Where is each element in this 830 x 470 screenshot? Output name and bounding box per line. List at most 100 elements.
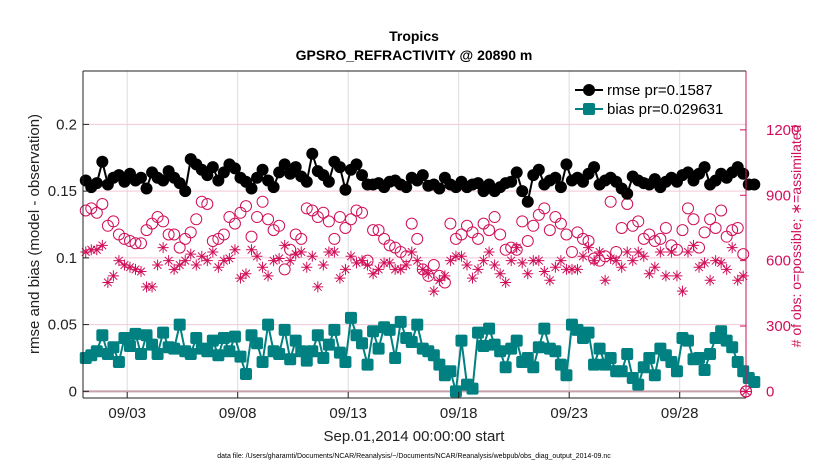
- bias-point: [322, 338, 335, 351]
- assimilated-point: [627, 255, 639, 267]
- possible-point: [726, 224, 739, 237]
- assimilated-point: [489, 259, 501, 271]
- bias-point: [234, 350, 247, 363]
- bias-point: [228, 330, 241, 343]
- possible-point: [405, 217, 418, 230]
- bias-point: [549, 345, 562, 358]
- series-rmse: [79, 147, 761, 208]
- bias-point: [112, 355, 125, 368]
- bias-point: [356, 337, 369, 350]
- possible-point: [372, 224, 385, 237]
- assimilated-point: [157, 242, 169, 254]
- rmse-point: [433, 182, 446, 195]
- assimilated-point: [279, 239, 291, 251]
- rmse-point: [521, 195, 534, 208]
- assimilated-point: [301, 261, 313, 273]
- possible-point: [411, 232, 424, 245]
- assimilated-point: [273, 252, 285, 264]
- bias-point: [731, 355, 744, 368]
- assimilated-point: [185, 248, 197, 260]
- bias-point: [372, 342, 385, 355]
- assimilated-point: [638, 250, 650, 262]
- legend-bias-marker: [583, 103, 595, 115]
- assimilated-point: [323, 246, 335, 258]
- bias-point: [704, 347, 717, 360]
- assimilated-point: [632, 246, 644, 258]
- possible-point: [494, 228, 507, 241]
- assimilated-point: [583, 242, 595, 254]
- bias-point: [748, 375, 761, 388]
- assimilated-point: [710, 255, 722, 267]
- y-axis-label: rmse and bias (model - observation): [26, 114, 43, 354]
- bias-point: [273, 347, 286, 360]
- assimilated-point: [406, 246, 418, 258]
- possible-point: [472, 232, 485, 245]
- assimilated-point: [433, 274, 445, 286]
- assimilated-point: [113, 255, 125, 267]
- y-tick-label: 0.15: [48, 183, 77, 200]
- possible-point: [731, 221, 744, 234]
- assimilated-point: [373, 263, 385, 275]
- bias-point: [449, 385, 462, 398]
- assimilated-point: [577, 250, 589, 262]
- bias-point: [693, 351, 706, 364]
- bias-point: [223, 345, 236, 358]
- bias-point: [333, 346, 346, 359]
- assimilated-point: [676, 285, 688, 297]
- bias-point: [433, 358, 446, 371]
- rmse-point: [350, 158, 363, 171]
- legend: rmse pr=0.1587 bias pr=0.029631: [575, 82, 723, 118]
- rmse-point: [157, 174, 170, 187]
- assimilated-point: [472, 263, 484, 275]
- x-axis-label: Sep.01,2014 00:00:00 start: [324, 428, 506, 445]
- y2-tick-label: 300: [766, 318, 791, 335]
- bias-point: [472, 326, 485, 339]
- rmse-point: [289, 161, 302, 174]
- assimilated-point: [207, 246, 219, 258]
- assimilated-point: [417, 263, 429, 275]
- assimilated-point: [439, 270, 451, 282]
- bias-point: [665, 355, 678, 368]
- y2-tick-label: 900: [766, 187, 791, 204]
- assimilated-point: [218, 255, 230, 267]
- possible-point: [367, 224, 380, 237]
- assimilated-point: [704, 274, 716, 286]
- possible-point: [516, 215, 529, 228]
- assimilated-point: [444, 255, 456, 267]
- possible-point: [322, 215, 335, 228]
- assimilated-point: [339, 263, 351, 275]
- assimilated-point: [201, 255, 213, 267]
- y-tick-label: 0: [69, 383, 77, 400]
- bias-point: [444, 365, 457, 378]
- bias-point: [300, 354, 313, 367]
- possible-point: [659, 221, 672, 234]
- possible-point: [648, 235, 661, 248]
- rmse-point: [505, 175, 518, 188]
- rmse-point: [90, 177, 103, 190]
- rmse-point: [554, 181, 567, 194]
- assimilated-point: [594, 246, 606, 258]
- assimilated-point: [262, 270, 274, 282]
- bias-point: [394, 315, 407, 328]
- y-tick-label: 0.05: [48, 317, 77, 334]
- possible-point: [687, 213, 700, 226]
- bias-point: [295, 345, 308, 358]
- possible-point: [245, 230, 258, 243]
- rmse-point: [748, 178, 761, 191]
- bias-point: [510, 334, 523, 347]
- possible-point: [228, 217, 241, 230]
- bias-point: [466, 382, 479, 395]
- assimilated-point: [682, 246, 694, 258]
- possible-point: [427, 259, 440, 272]
- bias-point: [483, 322, 496, 335]
- assimilated-point: [80, 246, 92, 258]
- possible-point: [317, 206, 330, 219]
- assimilated-point: [527, 255, 539, 267]
- assimilated-point: [483, 246, 495, 258]
- rmse-point: [549, 171, 562, 184]
- assimilated-point: [599, 274, 611, 286]
- rmse-point: [300, 175, 313, 188]
- assimilated-point: [251, 250, 263, 262]
- data-file-footnote: data file: /Users/gharamti/Documents/NCA…: [217, 453, 611, 460]
- assimilated-point: [555, 255, 567, 267]
